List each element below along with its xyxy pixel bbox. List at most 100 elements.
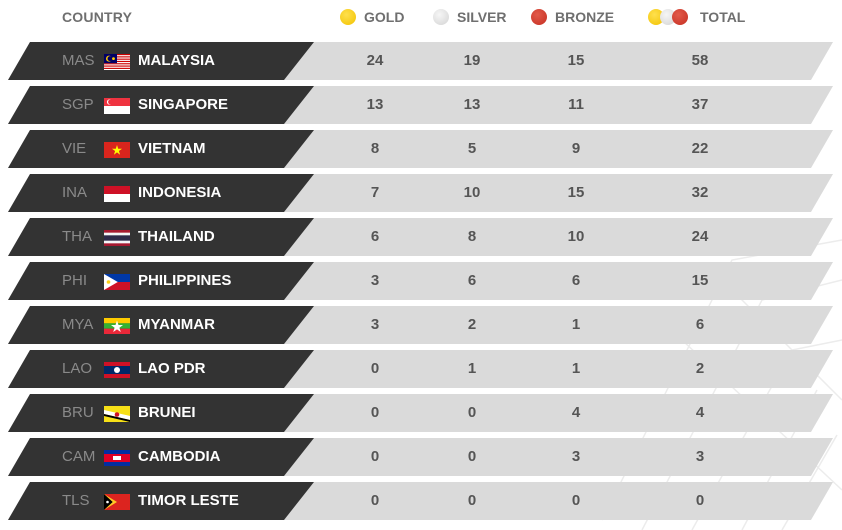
total-medals-icon: [648, 9, 692, 25]
table-row[interactable]: BRU BRUNEI 0 0 4 4: [0, 394, 842, 432]
country-code: SGP: [62, 96, 94, 113]
total-count: 4: [695, 404, 705, 421]
country-name: INDONESIA: [138, 184, 222, 201]
timor-leste-flag-icon: [104, 494, 130, 510]
gold-count: 6: [370, 228, 380, 245]
silver-count: 6: [467, 272, 477, 289]
bronze-count: 1: [571, 360, 581, 377]
country-code: INA: [62, 184, 88, 201]
gold-header-label: GOLD: [364, 9, 405, 25]
table-row[interactable]: SGP SINGAPORE 13 13 11 37: [0, 86, 842, 124]
gold-count: 3: [370, 272, 380, 289]
country-name: LAO PDR: [138, 360, 206, 377]
bronze-count: 15: [567, 184, 585, 201]
silver-count: 2: [467, 316, 477, 333]
country-name: VIETNAM: [138, 140, 206, 157]
total-count: 2: [695, 360, 705, 377]
philippines-flag-icon: [104, 274, 130, 290]
country-code: PHI: [62, 272, 88, 289]
table-row[interactable]: PHI PHILIPPINES 3 6 6 15: [0, 262, 842, 300]
singapore-flag-icon: [104, 98, 130, 114]
bronze-count: 4: [571, 404, 581, 421]
bronze-count: 9: [571, 140, 581, 157]
silver-medal-icon: [433, 9, 449, 25]
table-row[interactable]: MAS MALAYSIA 24 19 15 58: [0, 42, 842, 80]
country-name: SINGAPORE: [138, 96, 229, 113]
total-count: 6: [695, 316, 705, 333]
country-column-header: COUNTRY: [62, 9, 133, 25]
silver-count: 8: [467, 228, 477, 245]
indonesia-flag-icon: [104, 186, 130, 202]
country-code: VIE: [62, 140, 87, 157]
silver-count: 10: [463, 184, 481, 201]
table-row[interactable]: LAO LAO PDR 0 1 1 2: [0, 350, 842, 388]
table-row[interactable]: TLS TIMOR LESTE 0 0 0 0: [0, 482, 842, 520]
country-name: TIMOR LESTE: [138, 492, 239, 509]
silver-count: 19: [463, 52, 481, 69]
gold-column-header: GOLD: [340, 9, 404, 25]
bronze-count: 11: [568, 96, 584, 113]
silver-column-header: SILVER: [433, 9, 507, 25]
country-code: MYA: [62, 316, 94, 333]
country-code: THA: [62, 228, 92, 245]
total-column-header: TOTAL: [648, 9, 745, 25]
country-code: BRU: [62, 404, 94, 421]
country-code: LAO: [62, 360, 93, 377]
gold-count: 24: [366, 52, 384, 69]
malaysia-flag-icon: [104, 54, 130, 70]
gold-count: 0: [370, 448, 380, 465]
silver-count: 1: [467, 360, 477, 377]
gold-count: 0: [370, 404, 380, 421]
silver-count: 13: [463, 96, 481, 113]
gold-medal-icon: [340, 9, 356, 25]
total-count: 24: [691, 228, 709, 245]
total-header-label: TOTAL: [700, 9, 746, 25]
country-code: MAS: [62, 52, 95, 69]
silver-count: 0: [467, 448, 477, 465]
brunei-flag-icon: [104, 406, 130, 422]
gold-count: 3: [370, 316, 380, 333]
table-row[interactable]: THA THAILAND 6 8 10 24: [0, 218, 842, 256]
gold-count: 8: [370, 140, 380, 157]
table-header: COUNTRY GOLD SILVER BRONZE TOTAL: [0, 0, 842, 36]
country-name: MALAYSIA: [138, 52, 215, 69]
gold-count: 13: [366, 96, 384, 113]
table-row[interactable]: INA INDONESIA 7 10 15 32: [0, 174, 842, 212]
bronze-header-label: BRONZE: [555, 9, 615, 25]
cambodia-flag-icon: [104, 450, 130, 466]
total-count: 3: [695, 448, 705, 465]
total-count: 32: [691, 184, 709, 201]
country-name: MYANMAR: [138, 316, 215, 333]
myanmar-flag-icon: [104, 318, 130, 334]
bronze-count: 15: [567, 52, 585, 69]
country-name: CAMBODIA: [138, 448, 221, 465]
bronze-count: 3: [571, 448, 581, 465]
total-count: 22: [691, 140, 709, 157]
total-count: 58: [691, 52, 709, 69]
table-row[interactable]: MYA MYANMAR 3 2 1 6: [0, 306, 842, 344]
total-count: 15: [691, 272, 709, 289]
country-name: BRUNEI: [138, 404, 196, 421]
bronze-column-header: BRONZE: [531, 9, 614, 25]
thailand-flag-icon: [104, 230, 130, 246]
country-name: PHILIPPINES: [138, 272, 232, 289]
silver-header-label: SILVER: [457, 9, 507, 25]
bronze-count: 1: [571, 316, 581, 333]
bronze-count: 10: [567, 228, 585, 245]
silver-count: 0: [467, 404, 477, 421]
gold-count: 7: [370, 184, 380, 201]
total-count: 37: [691, 96, 709, 113]
country-name: THAILAND: [138, 228, 215, 245]
gold-count: 0: [370, 360, 380, 377]
table-row[interactable]: CAM CAMBODIA 0 0 3 3: [0, 438, 842, 476]
silver-count: 5: [467, 140, 477, 157]
country-code: CAM: [62, 448, 96, 465]
bronze-count: 6: [571, 272, 581, 289]
silver-count: 0: [467, 492, 477, 509]
gold-count: 0: [370, 492, 380, 509]
country-code: TLS: [62, 492, 90, 509]
total-count: 0: [695, 492, 705, 509]
table-row[interactable]: VIE VIETNAM 8 5 9 22: [0, 130, 842, 168]
laos-flag-icon: [104, 362, 130, 378]
bronze-count: 0: [571, 492, 581, 509]
